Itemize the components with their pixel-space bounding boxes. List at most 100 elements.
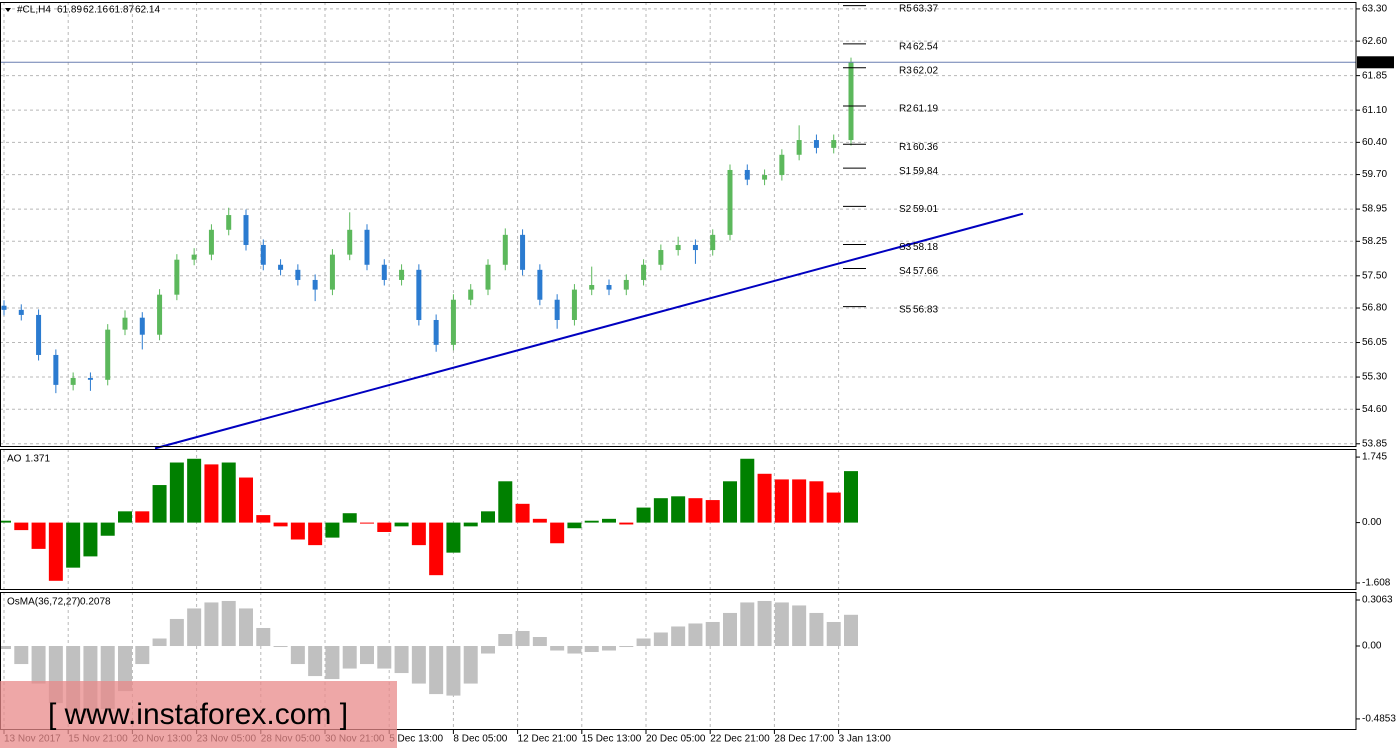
osma-bar bbox=[844, 614, 858, 647]
osma-bar bbox=[152, 638, 167, 647]
ao-bar bbox=[152, 485, 167, 523]
osma-bar bbox=[740, 602, 755, 647]
y-tick-label: 54.60 bbox=[1362, 404, 1387, 415]
ao-bar bbox=[239, 477, 253, 523]
candle-body bbox=[70, 377, 76, 385]
ao-bar bbox=[394, 522, 409, 527]
price-label: 62.14 bbox=[1361, 57, 1386, 68]
ao-bar bbox=[273, 522, 288, 527]
osma-bar bbox=[118, 646, 132, 692]
candle-body bbox=[744, 169, 750, 180]
pivot-value: 59.01 bbox=[913, 204, 938, 215]
osma-bar bbox=[204, 602, 219, 647]
watermark-box bbox=[0, 681, 397, 748]
candle-body bbox=[813, 140, 819, 148]
candle-body bbox=[502, 234, 508, 265]
ao-bar bbox=[290, 522, 305, 540]
ao-bar bbox=[481, 511, 495, 523]
ao-bar bbox=[342, 513, 357, 523]
ao-bar bbox=[377, 522, 392, 532]
ao-bar bbox=[83, 522, 98, 557]
osma-bar bbox=[671, 626, 686, 647]
osma-bar bbox=[308, 646, 323, 677]
pivot-name: R4 bbox=[899, 42, 912, 53]
ao-bar bbox=[688, 498, 703, 523]
x-tick-label: 8 Dec 05:00 bbox=[453, 734, 507, 745]
osma-bar bbox=[619, 646, 634, 648]
osma-bar bbox=[0, 646, 11, 650]
candle-body bbox=[53, 354, 59, 385]
osma-bar bbox=[411, 646, 426, 684]
ao-bar bbox=[705, 500, 720, 523]
ao-bar bbox=[636, 507, 651, 523]
osma-bar bbox=[187, 608, 202, 647]
osma-bar bbox=[774, 602, 789, 647]
candle-body bbox=[416, 269, 422, 320]
osma-bar bbox=[325, 646, 340, 680]
candle-body bbox=[554, 299, 560, 320]
pivot-value: 56.83 bbox=[913, 304, 938, 315]
candle-body bbox=[433, 319, 439, 345]
pivot-value: 63.37 bbox=[913, 3, 938, 14]
candle-body bbox=[450, 299, 456, 345]
y-tick-label: -0.4853 bbox=[1362, 714, 1396, 725]
candle-body bbox=[796, 140, 802, 155]
candle-body bbox=[831, 140, 837, 148]
ao-bar bbox=[100, 522, 115, 536]
osma-bar bbox=[463, 646, 478, 684]
osma-bar bbox=[723, 612, 737, 647]
pivot-value: 61.19 bbox=[913, 104, 938, 115]
pivot-name: S4 bbox=[899, 266, 912, 277]
candle-body bbox=[295, 269, 301, 280]
osma-bar bbox=[688, 623, 703, 647]
ao-bar bbox=[429, 522, 444, 576]
symbol: #CL,H4 bbox=[17, 5, 51, 16]
candle-body bbox=[658, 250, 664, 265]
indicator-label: AO bbox=[7, 454, 22, 465]
osma-bar bbox=[394, 646, 409, 674]
x-tick-label: 22 Dec 21:00 bbox=[710, 734, 770, 745]
osma-bar bbox=[360, 646, 374, 665]
candle-body bbox=[312, 279, 318, 290]
candle-body bbox=[468, 289, 474, 300]
candle-body bbox=[347, 229, 353, 255]
candle-body bbox=[692, 244, 698, 251]
ao-bar bbox=[221, 462, 236, 523]
ao-bar bbox=[671, 496, 686, 523]
pivot-value: 57.66 bbox=[913, 266, 938, 277]
osma-bar bbox=[342, 646, 357, 669]
y-tick-label: 57.50 bbox=[1362, 270, 1387, 281]
candle-body bbox=[191, 254, 197, 260]
osma-bar bbox=[498, 633, 513, 647]
pivot-value: 62.54 bbox=[913, 42, 938, 53]
ao-bar bbox=[169, 462, 184, 523]
pane-border bbox=[0, 2, 1357, 447]
candle-body bbox=[537, 269, 543, 300]
pane-border bbox=[0, 449, 1357, 590]
y-tick-label: 58.25 bbox=[1362, 236, 1387, 247]
candle-body bbox=[485, 264, 491, 290]
pivot-name: R2 bbox=[899, 104, 912, 115]
ao-bar bbox=[0, 520, 11, 523]
candle-body bbox=[364, 229, 370, 265]
y-tick-label: 58.95 bbox=[1362, 204, 1387, 215]
indicator-value: 1.371 bbox=[25, 454, 50, 465]
candle-body bbox=[520, 234, 526, 270]
ao-bar bbox=[66, 522, 81, 568]
candle-body bbox=[208, 229, 214, 255]
pivot-name: R5 bbox=[899, 3, 912, 14]
ao-bar bbox=[619, 522, 634, 525]
ao-bar bbox=[498, 481, 513, 523]
y-tick-label: 56.05 bbox=[1362, 337, 1387, 348]
pivot-name: S1 bbox=[899, 166, 912, 177]
candle-body bbox=[381, 264, 387, 280]
ao-bar bbox=[844, 471, 858, 523]
pivot-name: S2 bbox=[899, 204, 912, 215]
osma-bar bbox=[567, 646, 582, 654]
ao-bar bbox=[515, 503, 530, 523]
y-tick-label: -1.608 bbox=[1362, 578, 1391, 589]
osma-bar bbox=[757, 600, 772, 647]
ao-bar bbox=[325, 522, 340, 538]
